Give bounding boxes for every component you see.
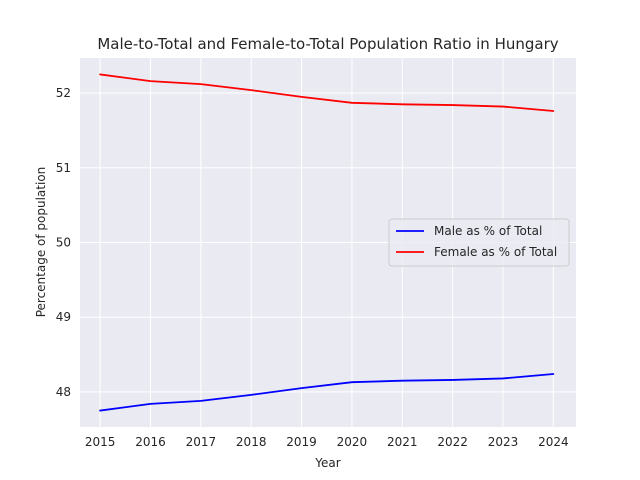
x-tick-label: 2023 bbox=[488, 435, 519, 449]
x-tick-label: 2024 bbox=[538, 435, 569, 449]
legend: Male as % of Total Female as % of Total bbox=[388, 218, 570, 267]
x-tick-label: 2019 bbox=[286, 435, 317, 449]
x-tick-label: 2020 bbox=[337, 435, 368, 449]
x-tick-label: 2017 bbox=[186, 435, 217, 449]
y-tick-labels: 48 49 50 51 52 bbox=[56, 86, 71, 399]
x-tick-labels: 2015 2016 2017 2018 2019 2020 2021 2022 2023 2024 bbox=[85, 435, 569, 449]
x-tick-label: 2021 bbox=[387, 435, 418, 449]
x-axis-label: Year bbox=[314, 456, 340, 470]
legend-label-female: Female as % of Total bbox=[434, 245, 557, 259]
x-tick-label: 2015 bbox=[85, 435, 116, 449]
y-tick-label: 49 bbox=[56, 310, 71, 324]
y-tick-label: 51 bbox=[56, 161, 71, 175]
legend-box bbox=[388, 218, 570, 267]
y-axis-label: Percentage of population bbox=[34, 167, 48, 318]
y-tick-label: 50 bbox=[56, 236, 71, 250]
legend-label-male: Male as % of Total bbox=[434, 224, 542, 238]
series-line-male bbox=[99, 373, 555, 412]
chart-title: Male-to-Total and Female-to-Total Popula… bbox=[97, 35, 558, 53]
y-tick-label: 48 bbox=[56, 385, 71, 399]
series-line-female bbox=[99, 73, 555, 112]
x-tick-label: 2018 bbox=[236, 435, 267, 449]
series-lines bbox=[99, 73, 555, 412]
x-tick-label: 2022 bbox=[437, 435, 468, 449]
y-tick-label: 52 bbox=[56, 86, 71, 100]
x-tick-label: 2016 bbox=[135, 435, 166, 449]
